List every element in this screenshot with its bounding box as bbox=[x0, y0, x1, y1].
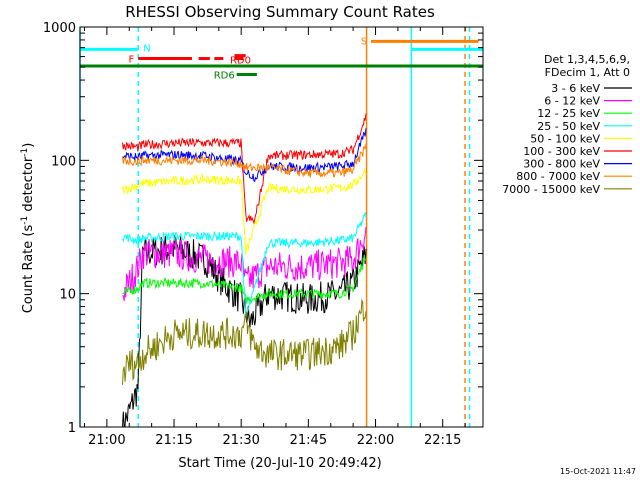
x-tick-label: 22:15 bbox=[424, 433, 461, 448]
flag-label-f: F bbox=[128, 55, 134, 66]
series-lines bbox=[122, 113, 367, 428]
legend-header-line: Det 1,3,4,5,6,9, bbox=[544, 53, 630, 66]
timestamp: 15-Oct-2021 11:47 bbox=[560, 467, 636, 476]
series-line-25-50-kev bbox=[122, 212, 367, 317]
y-axis-label-sup2: -1 bbox=[20, 148, 30, 157]
flag-label-s: S bbox=[361, 36, 367, 47]
series-line-100-300-kev bbox=[122, 113, 367, 225]
series-line-800-7000-kev bbox=[122, 143, 367, 178]
plot-frame bbox=[79, 26, 484, 428]
legend: Det 1,3,4,5,6,9,FDecim 1, Att 0 3 - 6 keV… bbox=[502, 53, 632, 196]
chart-title: RHESSI Observing Summary Count Rates bbox=[125, 3, 435, 21]
y-tick-label: 1 bbox=[68, 421, 76, 436]
legend-header-line: FDecim 1, Att 0 bbox=[545, 66, 630, 79]
x-tick-label: 21:15 bbox=[155, 433, 192, 448]
x-tick-label: 22:00 bbox=[357, 433, 394, 448]
legend-label-50-100-kev: 50 - 100 keV bbox=[530, 132, 600, 145]
flag-label-rd0: RD0 bbox=[230, 56, 251, 67]
series-line-6-12-kev bbox=[122, 227, 367, 302]
y-axis-label-sup1: -1 bbox=[20, 216, 30, 225]
x-axis: 21:00 21:15 21:30 21:45 22:00 22:15 bbox=[83, 27, 466, 448]
flag-label-rd6: RD6 bbox=[214, 71, 235, 82]
legend-label-3-6-kev: 3 - 6 keV bbox=[551, 82, 600, 95]
legend-label-12-25-kev: 12 - 25 keV bbox=[537, 107, 600, 120]
y-axis-label: Count Rate (s-1 detector-1) bbox=[20, 143, 36, 314]
series-line-3-6-kev bbox=[122, 234, 367, 428]
series-line-50-100-kev bbox=[122, 167, 367, 256]
legend-label-6-12-kev: 6 - 12 keV bbox=[544, 95, 600, 108]
x-tick-label: 21:30 bbox=[222, 433, 259, 448]
legend-label-7000-15000-kev: 7000 - 15000 keV bbox=[502, 183, 600, 196]
y-tick-label: 100 bbox=[51, 154, 76, 169]
y-axis-label-end: ) bbox=[21, 143, 36, 148]
y-axis-label-mid: detector bbox=[21, 156, 36, 216]
x-axis-label: Start Time (20-Jul-10 20:49:42) bbox=[178, 456, 381, 471]
legend-label-100-300-kev: 100 - 300 keV bbox=[523, 145, 600, 158]
status-flags: N S F RD0 RD6 bbox=[80, 36, 483, 82]
y-axis: 1 10 100 1000 bbox=[43, 21, 483, 436]
series-line-300-800-kev bbox=[122, 128, 367, 183]
flag-label-n: N bbox=[143, 43, 150, 54]
x-tick-label: 21:00 bbox=[88, 433, 125, 448]
y-tick-label: 10 bbox=[59, 288, 76, 303]
legend-label-25-50-kev: 25 - 50 keV bbox=[537, 120, 600, 133]
x-tick-label: 21:45 bbox=[290, 433, 327, 448]
y-tick-label: 1000 bbox=[43, 21, 76, 36]
legend-label-800-7000-kev: 800 - 7000 keV bbox=[516, 170, 600, 183]
series-line-7000-15000-kev bbox=[122, 298, 367, 385]
y-axis-label-main: Count Rate (s bbox=[21, 225, 36, 314]
legend-label-300-800-kev: 300 - 800 keV bbox=[523, 158, 600, 171]
